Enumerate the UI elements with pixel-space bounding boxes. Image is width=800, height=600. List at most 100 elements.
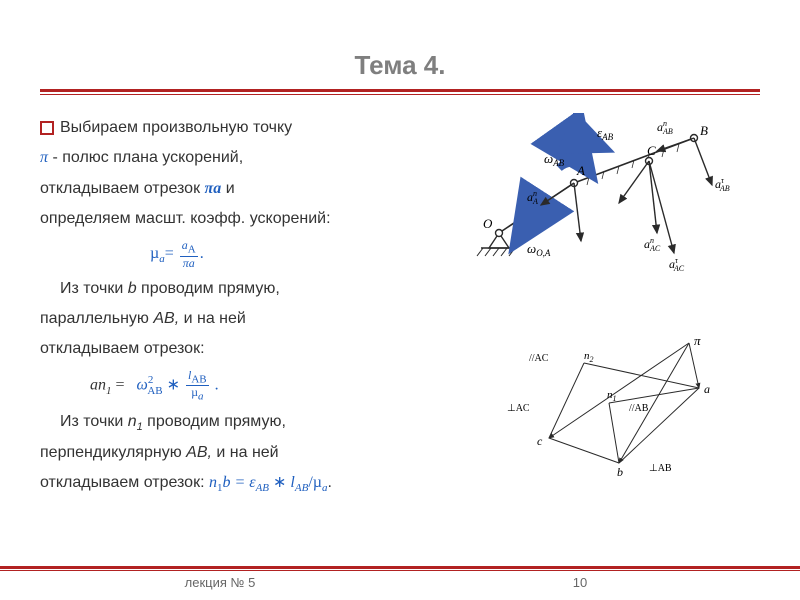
lbl-b: B [700,123,708,138]
line-3: откладываем отрезок πa и [40,174,458,204]
footer-text: лекция № 5 10 [0,575,800,590]
f3-n: n [209,474,217,491]
line-3-post: и [221,180,234,197]
f1-num-sub: A [188,244,196,256]
vec-ac-n [649,161,657,233]
plan-pi-a [689,343,699,388]
f3-b: b = [222,474,249,491]
plan-svg: π a b c n1 n2 //AC ⊥AC //AB ⊥AB [489,333,729,483]
content-row: Выбираем произвольную точку π - полюс пл… [40,113,760,499]
lbl-a-n: anA [527,189,538,206]
lbl-omega-ab: ωAB [544,151,565,168]
ab-var-2: AB, [186,444,212,461]
page-number: 10 [400,575,760,590]
lbl-omega-oa: ωO,A [527,241,551,258]
joint-o [495,230,502,237]
lbl-ab-tau: aτAB [715,176,730,193]
line-8-post: проводим прямую, [143,413,286,430]
lbl-perp-ab: ⊥AB [649,463,672,474]
line-6-post: и на ней [179,310,246,327]
lbl-eps-ab: εAB [597,125,614,142]
f3-eps-sub: AB [256,482,269,494]
footer-line-thick [0,566,800,569]
f1-end: . [200,245,204,262]
line-8: Из точки n1 проводим прямую, [40,407,458,438]
lbl-ac-n: anAC [644,236,661,253]
lbl-ab-n: anAB [657,119,673,136]
line-7: откладываем отрезок: [40,334,458,364]
f1-mu: µ [150,245,159,262]
line-5: Из точки b проводим прямую, [40,274,458,304]
line-5-post: проводим прямую, [137,280,280,297]
f1-frac: aAπa [180,239,198,268]
f3-l-sub: AB [295,482,308,494]
line-8-pre: Из точки [60,413,128,430]
f2-an: an [90,376,106,393]
f2-end: . [211,376,219,393]
f2-star: ∗ [163,376,184,393]
line-5-pre: Из точки [60,280,128,297]
acceleration-plan-diagram: π a b c n1 n2 //AC ⊥AC //AB ⊥AB [458,333,760,483]
line-4: определяем масшт. коэфф. ускорений: [40,204,458,234]
f2-frac: lABµa [186,369,209,403]
line-9: перпендикулярную AB, и на ней [40,438,458,468]
lbl-perp-ac: ⊥AC [507,403,530,414]
lbl-o: O [483,216,493,231]
f3-end: . [328,474,332,491]
f2-num-sub: AB [191,373,206,385]
lbl-ac-tau: aτAC [669,256,685,273]
vec-down [574,183,581,241]
omega-oa-arc [517,221,521,241]
mechanism-diagram: O A B C ωO,A ωAB εAB anA anAB aτAB anAC … [458,113,760,303]
lbl-plan-a: a [704,382,710,396]
line-2: π - полюс плана ускорений, [40,143,458,173]
n-var: n [128,413,137,430]
vec-ab-n [657,138,694,151]
line-10-pre: откладываем отрезок: [40,474,209,491]
footer-line-thin [0,570,800,571]
line-6: параллельную AB, и на ней [40,304,458,334]
formula-1: µa= aAπa. [150,239,458,270]
line-6-pre: параллельную [40,310,153,327]
vec-ac-n-l [619,161,649,203]
lbl-c: C [647,143,656,158]
mechanism-svg: O A B C ωO,A ωAB εAB anA anAB aτAB anAC … [469,113,749,303]
pi-a-var: πa [205,180,222,197]
diagram-column: O A B C ωO,A ωAB εAB anA anAB aτAB anAC … [458,113,760,499]
line-1: Выбираем произвольную точку [60,113,292,143]
line-2-rest: - полюс плана ускорений, [48,149,243,166]
formula-3: n1b = εAB ∗ lAB/µa [209,474,328,491]
pi-symbol: π [40,149,48,166]
lbl-pi: π [694,333,701,348]
f2-omega-sub: AB [147,385,162,397]
lbl-n1: n1 [607,389,617,403]
bullet-line-1: Выбираем произвольную точку [40,113,458,143]
lbl-par-ac: //AC [529,353,549,364]
lbl-n2: n2 [584,350,594,364]
f3-mu: µ [313,474,322,491]
lbl-plan-b: b [617,465,623,479]
lbl-plan-c: c [537,434,543,448]
vec-ab-tau [694,138,712,185]
f1-eq: = [165,245,178,262]
f2-den-sub: a [198,391,204,403]
lecture-number: лекция № 5 [40,575,400,590]
f3-star: ∗ [269,474,290,491]
lbl-a: A [576,163,585,178]
text-column: Выбираем произвольную точку π - полюс пл… [40,113,458,499]
b-var: b [128,280,137,297]
bullet-square-icon [40,121,54,135]
plan-n2-c [549,363,584,438]
eps-ab-arc [587,147,604,151]
plan-b-c [549,438,619,463]
f2-den: µ [191,385,198,399]
line-10: откладываем отрезок: n1b = εAB ∗ lAB/µa. [40,468,458,499]
f1-den: πa [180,257,198,269]
plan-pi-c [549,343,689,438]
ab-var-1: AB, [153,310,179,327]
slide: Тема 4. Выбираем произвольную точку π - … [0,0,800,600]
line-9-pre: перпендикулярную [40,444,186,461]
line-3-pre: откладываем отрезок [40,180,205,197]
vec-a-n [541,183,574,205]
title-underline-thick [40,89,760,92]
